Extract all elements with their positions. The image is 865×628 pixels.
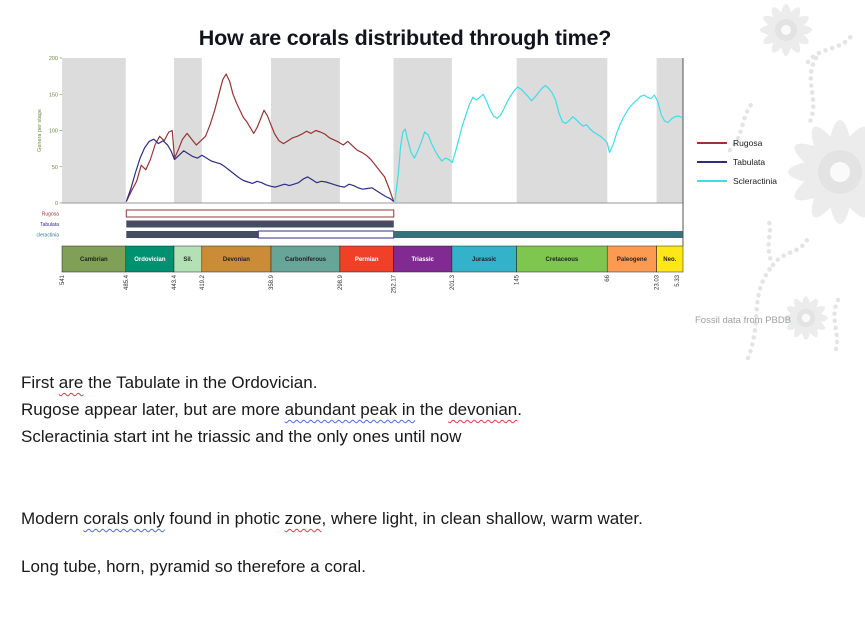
note-text: Long tube, horn, pyramid so therefore a … [21, 557, 366, 576]
period-label: Ordovician [134, 257, 166, 263]
note-paragraph-3: Long tube, horn, pyramid so therefore a … [21, 553, 366, 580]
boundary-age-label: 66 [605, 274, 611, 281]
period-band [656, 58, 683, 203]
boundary-age-label: 252.17 [392, 274, 398, 293]
chart-legend: Rugosa Tabulata Scleractinia [697, 138, 777, 195]
boundary-age-label: 419.2 [200, 274, 206, 290]
note-paragraph-2: Modern corals only found in photic zone,… [21, 505, 643, 532]
period-label: Triassic [412, 257, 435, 263]
period-block [270, 245, 341, 273]
range-bar-tabulata [126, 220, 394, 228]
chart-canvas: 0 50 100 150 200 Genera per stage Rugosa Tabula… [36, 56, 684, 293]
period-block [393, 245, 453, 273]
legend-swatch [697, 141, 727, 145]
boundary-age-label: 145 [515, 274, 521, 285]
range-bar-cleractinia [257, 230, 395, 239]
y-tick-label: 100 [49, 129, 58, 135]
note-text: , where light, in clean shallow, warm wa… [321, 509, 643, 528]
period-block [451, 245, 517, 273]
y-tick-label: 0 [55, 201, 58, 207]
period-band [271, 58, 340, 203]
period-block [61, 245, 127, 273]
legend-item-rugosa: Rugosa [697, 138, 777, 148]
coral-rosette-icon [788, 120, 865, 224]
period-block [173, 245, 203, 273]
range-bar-label: Rugosa [42, 212, 59, 218]
coral-distribution-figure: 0 50 100 150 200 Genera per stage Rugosa Tabula… [35, 50, 685, 335]
period-band [516, 58, 608, 203]
boundary-age-label: 358.9 [269, 274, 275, 290]
period-label: Cretaceous [546, 257, 579, 263]
note-text: found in photic [164, 509, 285, 528]
range-bar-label: Tabulata [40, 222, 59, 228]
range-bar-cleractinia [126, 231, 259, 238]
boundary-age-label: 5.33 [675, 274, 681, 286]
note-paragraph-1: First are the Tabulate in the Ordovician… [21, 369, 522, 450]
legend-item-scleractinia: Scleractinia [697, 176, 777, 186]
boundary-age-label: 23.03 [655, 274, 661, 290]
range-bar-label: cleractinia [36, 233, 59, 239]
coral-decoration [727, 4, 865, 361]
period-label: Sil. [183, 257, 192, 263]
note-text: the Tabulate in the Ordovician. [83, 373, 318, 392]
boundary-age-label: 298.9 [338, 274, 344, 290]
note-text: Modern [21, 509, 84, 528]
y-tick-label: 50 [52, 165, 58, 171]
period-band [174, 58, 202, 203]
period-label: Permian [355, 257, 379, 263]
series-line-tabulata [125, 138, 395, 203]
period-label: Paleogene [617, 257, 648, 263]
attribution-text: Fossil data from PBDB [695, 315, 792, 326]
note-text: First [21, 373, 59, 392]
legend-item-tabulata: Tabulata [697, 157, 777, 167]
period-label: Neo. [663, 257, 676, 263]
boundary-age-label: 201.3 [450, 274, 456, 290]
legend-label: Rugosa [733, 138, 763, 148]
period-block [516, 245, 608, 273]
period-label: Carboniferous [285, 257, 327, 263]
spellcheck-word: are [58, 373, 84, 392]
range-bar-cleractinia [393, 231, 683, 238]
period-block [656, 245, 684, 273]
series-line-rugosa [125, 73, 395, 202]
spellcheck-word: devonian [448, 400, 518, 419]
period-label: Jurassic [472, 257, 497, 263]
page-title: How are corals distributed through time? [198, 26, 612, 51]
legend-swatch [697, 160, 727, 164]
note-text: Scleractinia start int he triassic and t… [21, 427, 462, 446]
note-text: the [415, 400, 449, 419]
note-text: . [517, 400, 522, 419]
y-tick-label: 200 [49, 56, 58, 62]
period-label: Devonian [223, 257, 250, 263]
boundary-age-label: 541 [60, 274, 66, 285]
grammarcheck-phrase: corals only [83, 509, 165, 528]
period-band [393, 58, 452, 203]
note-text: Rugose appear later, but are more [21, 400, 285, 419]
y-axis-label: Genera per stage [37, 109, 43, 152]
period-band [62, 58, 126, 203]
period-label: Cambrian [80, 257, 108, 263]
grammarcheck-phrase: abundant peak in [284, 400, 416, 419]
period-block [201, 245, 272, 273]
y-tick-label: 150 [49, 92, 58, 98]
legend-label: Tabulata [733, 157, 766, 167]
period-block [125, 245, 175, 273]
range-bar-rugosa [125, 209, 395, 218]
series-line-scleractinia [394, 84, 683, 202]
coral-branches-icon [727, 32, 855, 361]
boundary-age-label: 485.4 [124, 274, 130, 290]
boundary-age-label: 443.4 [172, 274, 178, 290]
legend-swatch [697, 179, 727, 183]
legend-label: Scleractinia [733, 176, 777, 186]
spellcheck-word: zone [284, 509, 322, 528]
